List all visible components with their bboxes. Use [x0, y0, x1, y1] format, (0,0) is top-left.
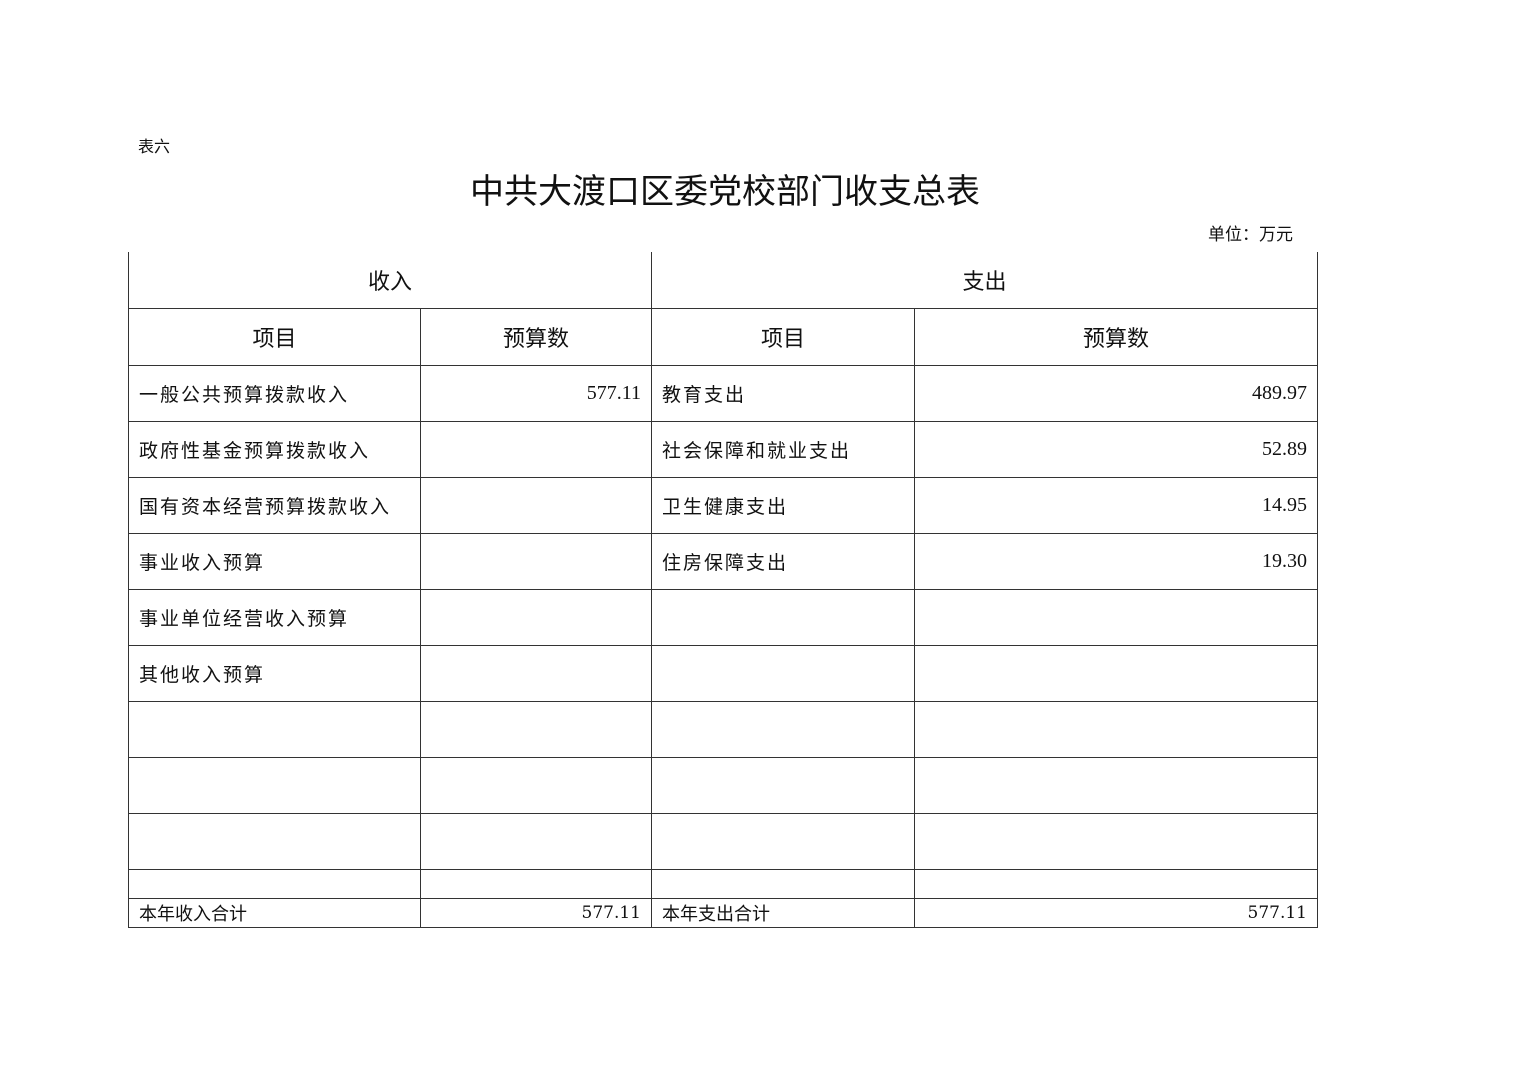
income-value: [420, 700, 652, 758]
budget-table: 收入 支出 项目 预算数 项目 预算数 一般公共预算拨款收入 577.11 教育支出…: [128, 252, 1318, 928]
income-item: [128, 700, 421, 758]
expense-item: [651, 756, 915, 814]
income-value: [420, 644, 652, 702]
table-label: 表六: [138, 137, 171, 156]
expense-budget-header: 预算数: [914, 307, 1318, 366]
income-total-label: 本年收入合计: [128, 897, 421, 928]
income-item: 其他收入预算: [128, 644, 421, 702]
income-value: [420, 812, 652, 870]
income-item: 政府性基金预算拨款收入: [128, 420, 421, 478]
table-row: [128, 700, 1318, 758]
expense-item: [651, 588, 915, 646]
table-row: 事业单位经营收入预算: [128, 588, 1318, 646]
expense-value: [914, 644, 1318, 702]
total-row: 本年收入合计 577.11 本年支出合计 577.11: [128, 897, 1318, 928]
income-value: [420, 756, 652, 814]
expense-total-label: 本年支出合计: [651, 897, 915, 928]
expense-value: 14.95: [914, 476, 1318, 534]
table-row: 其他收入预算: [128, 644, 1318, 702]
table-row: 一般公共预算拨款收入 577.11 教育支出 489.97: [128, 364, 1318, 422]
income-item: 一般公共预算拨款收入: [128, 364, 421, 422]
expense-value: 489.97: [914, 364, 1318, 422]
expense-total-value: 577.11: [914, 897, 1318, 928]
income-value: [420, 532, 652, 590]
expense-value: [914, 700, 1318, 758]
table-row: 国有资本经营预算拨款收入 卫生健康支出 14.95: [128, 476, 1318, 534]
section-header-row: 收入 支出: [128, 252, 1318, 309]
expense-item-header: 项目: [651, 307, 915, 366]
page-title: 中共大渡口区委党校部门收支总表: [470, 172, 980, 212]
table-row: 政府性基金预算拨款收入 社会保障和就业支出 52.89: [128, 420, 1318, 478]
income-item: 事业单位经营收入预算: [128, 588, 421, 646]
expense-item: 卫生健康支出: [651, 476, 915, 534]
expense-item: 社会保障和就业支出: [651, 420, 915, 478]
expense-item: 住房保障支出: [651, 532, 915, 590]
expense-item: [651, 812, 915, 870]
unit-label: 单位：万元: [1208, 225, 1293, 245]
expense-value: [914, 588, 1318, 646]
table-row: [128, 812, 1318, 870]
expense-value: [914, 756, 1318, 814]
income-item: [128, 812, 421, 870]
expense-value: 52.89: [914, 420, 1318, 478]
table-row: [128, 756, 1318, 814]
table-row: [128, 868, 1318, 899]
income-item: 事业收入预算: [128, 532, 421, 590]
income-value: 577.11: [420, 364, 652, 422]
expense-value: 19.30: [914, 532, 1318, 590]
expense-value: [914, 812, 1318, 870]
income-header: 收入: [128, 252, 652, 309]
expense-header: 支出: [651, 252, 1318, 309]
income-value: [420, 588, 652, 646]
income-item: 国有资本经营预算拨款收入: [128, 476, 421, 534]
income-value: [420, 420, 652, 478]
income-total-value: 577.11: [420, 897, 652, 928]
column-header-row: 项目 预算数 项目 预算数: [128, 307, 1318, 366]
income-budget-header: 预算数: [420, 307, 652, 366]
income-item: [128, 756, 421, 814]
table-row: 事业收入预算 住房保障支出 19.30: [128, 532, 1318, 590]
expense-item: 教育支出: [651, 364, 915, 422]
income-value: [420, 476, 652, 534]
expense-item: [651, 700, 915, 758]
income-item-header: 项目: [128, 307, 421, 366]
expense-item: [651, 644, 915, 702]
